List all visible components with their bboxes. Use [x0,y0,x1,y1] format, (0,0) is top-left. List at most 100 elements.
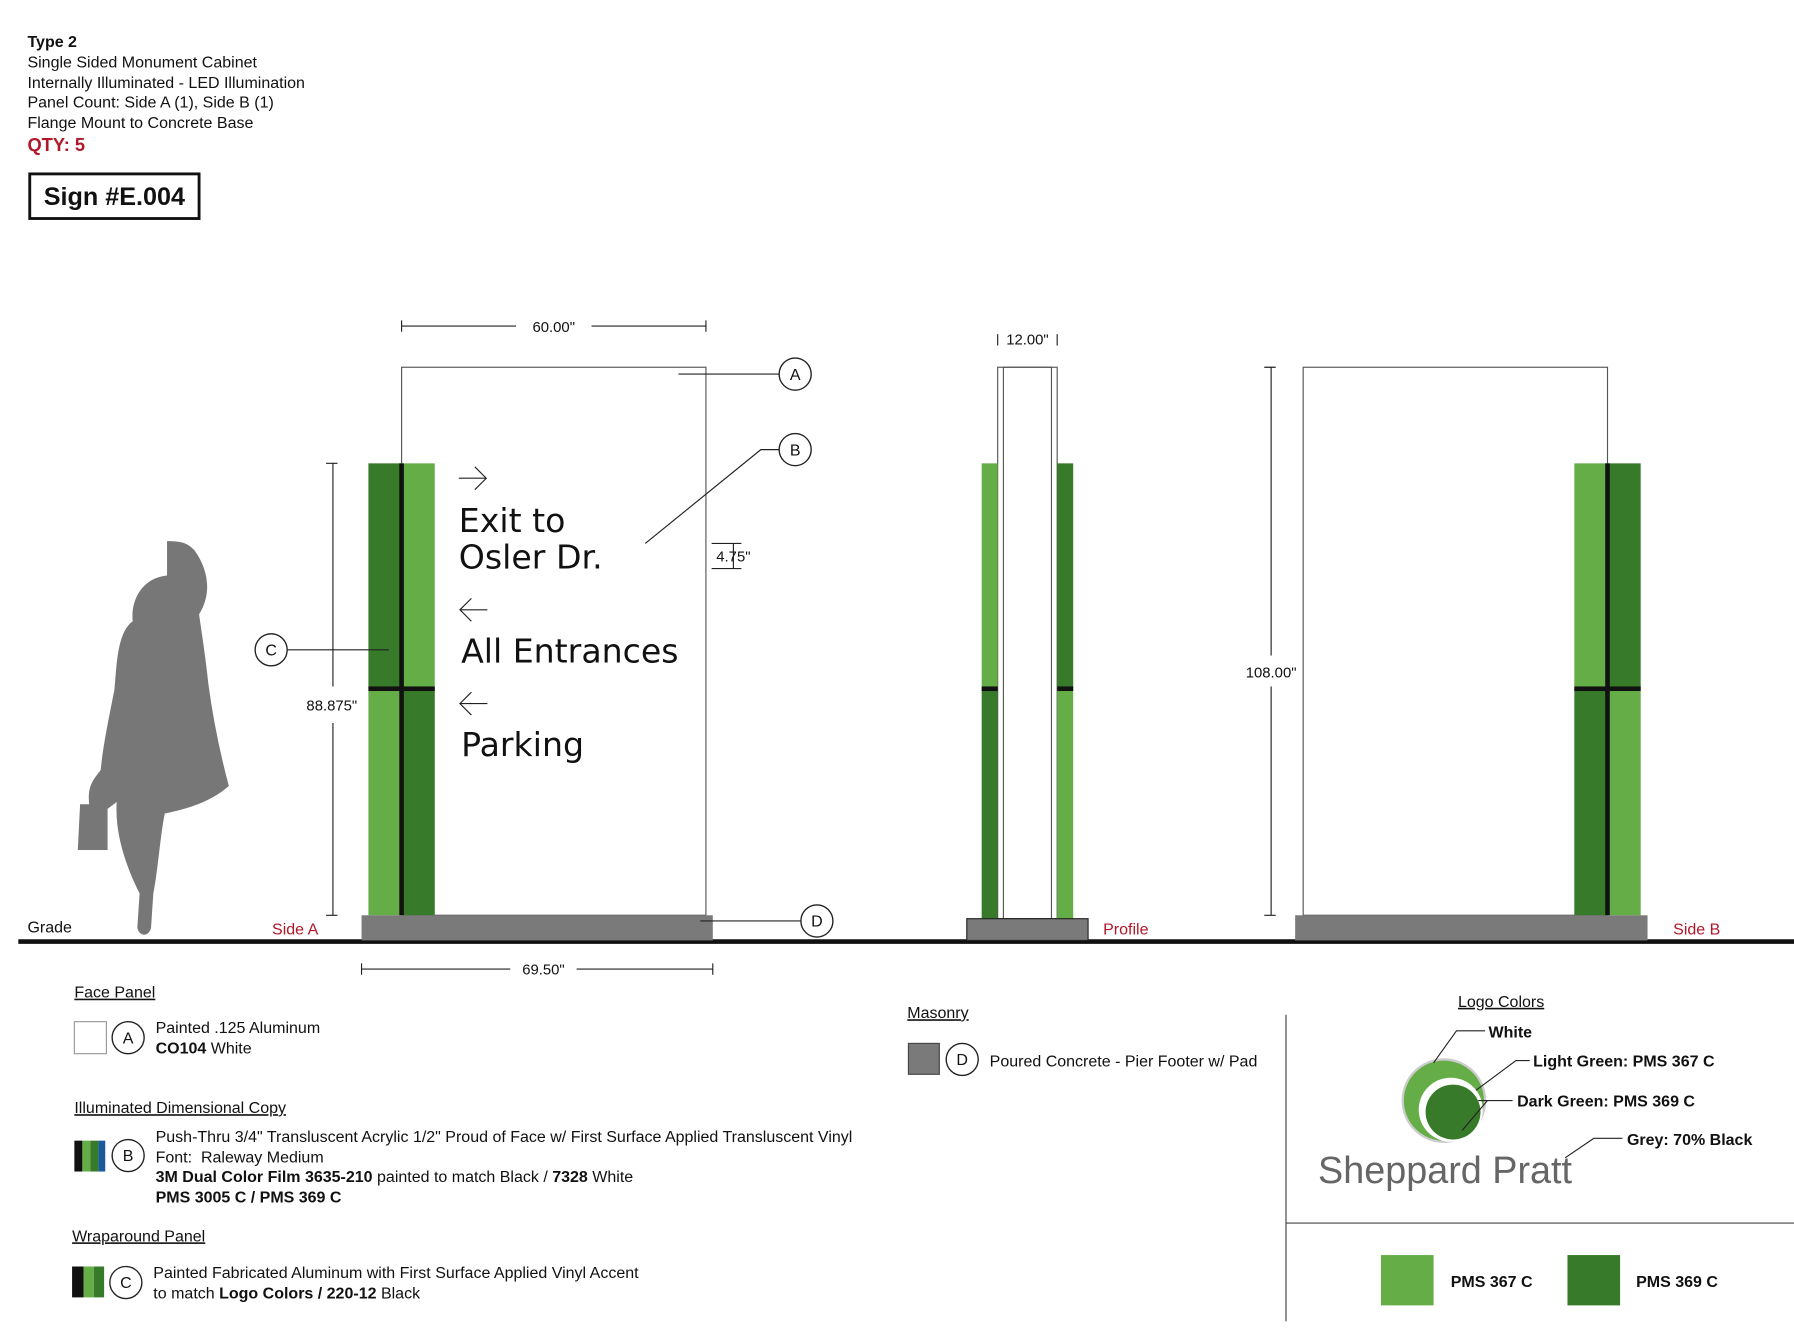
person-silhouette [77,541,229,935]
callout [111,1138,145,1173]
callout [945,1042,979,1077]
accent [368,686,435,692]
callout [254,633,288,667]
spec-line: Panel Count: Side A (1), Side B (1) [27,95,273,112]
swatch [98,1140,106,1172]
legend-text: Push-Thru 3/4" Transluscent Acrylic 1/2"… [156,1129,853,1146]
legend-text: Poured Concrete - Pier Footer w/ Pad [990,1053,1258,1070]
bold-text: CO104 [156,1041,207,1058]
legend-title: Masonry [907,1005,968,1022]
callout-letter: A [123,1030,134,1047]
callout-letter: A [790,367,801,384]
dimension: 4.75" [716,550,750,566]
base [361,915,713,941]
column [1057,688,1074,919]
legend-title: Wraparound Panel [72,1228,205,1245]
swatch [93,1266,105,1298]
dimension: 69.50" [522,963,564,979]
logo-name: Sheppard Pratt [1318,1149,1572,1191]
side-label: Side A [272,922,319,939]
text: painted to match Black / [373,1169,553,1186]
legend-title: Face Panel [74,985,155,1002]
dimension: 60.00" [533,320,575,336]
callout [778,357,812,391]
dim-line [401,320,707,332]
text: Black [377,1286,422,1303]
accent [1057,686,1074,692]
column [981,463,998,689]
swatch [82,1140,91,1172]
arrow [458,466,488,491]
leader [1461,1100,1488,1131]
column [368,463,402,689]
bold-text: Logo Colors / 220-12 [219,1286,376,1303]
face-panel [1302,366,1609,916]
sign-copy: Parking [461,725,584,764]
legend-text: Painted .125 Aluminum [156,1020,321,1037]
accent [981,686,998,692]
legend-text: Font: Raleway Medium [156,1149,324,1166]
callout [109,1265,143,1300]
leader [287,373,801,922]
logo-label: Light Green: PMS 367 C [1533,1053,1715,1070]
swatch [74,1140,83,1172]
arrow [459,691,488,716]
legend-text: 3M Dual Color Film 3635-210 painted to m… [156,1169,634,1186]
swatch [72,1266,84,1298]
type: Type 2 [27,34,77,51]
callout-letter: D [811,914,823,931]
dim-line [711,542,742,570]
callout [111,1020,145,1055]
arrow [459,597,488,622]
swatch [907,1042,940,1075]
column [1057,463,1074,689]
sign-copy: All Entrances [461,631,678,670]
sign-id: Sign #E.004 [44,183,185,211]
spec-line: Internally Illuminated - LED Illuminatio… [27,75,304,92]
divider [1285,1014,1794,1322]
swatch [90,1140,99,1172]
spec-line: Single Sided Monument Cabinet [27,55,257,72]
sign-copy: Exit to [459,501,566,540]
column [401,463,435,689]
logo-mark [1425,1084,1481,1140]
spec-line: Flange Mount to Concrete Base [27,115,253,132]
logo-label: Dark Green: PMS 369 C [1517,1093,1695,1110]
bold-text: 7328 [552,1169,588,1186]
dim-line [360,963,714,975]
swatch-label: PMS 369 C [1636,1274,1718,1291]
column [1574,463,1608,689]
legend-text: to match Logo Colors / 220-12 Black [153,1286,421,1303]
dimension: 88.875" [306,698,357,714]
text: White [206,1041,251,1058]
bold-text: 3M Dual Color Film 3635-210 [156,1169,373,1186]
swatch-label: PMS 367 C [1451,1274,1533,1291]
swatch [1380,1255,1434,1306]
swatch [1567,1255,1621,1306]
face-panel [997,366,1058,920]
dimension: 12.00" [1006,332,1048,348]
sign-copy: Osler Dr. [459,538,603,577]
text: White [588,1169,633,1186]
dim-line [997,334,1058,346]
dim-line [326,462,338,916]
dimension: 108.00" [1246,665,1297,681]
legend-title: Logo Colors [1458,994,1544,1011]
face-panel [1002,366,1053,920]
callout-letter: B [790,442,801,459]
callout-letter: C [265,643,277,660]
leader [1433,1030,1623,1159]
swatch [83,1266,94,1298]
callout [800,904,834,938]
column [401,688,435,916]
text: to match [153,1286,219,1303]
base [1295,915,1648,941]
callout-letter: B [123,1148,134,1165]
callout-letter: C [120,1275,132,1292]
callout-letter: D [956,1052,968,1069]
side-label: Side B [1673,922,1720,939]
sign-box [28,172,201,220]
column [981,688,998,919]
accent [1574,686,1641,692]
